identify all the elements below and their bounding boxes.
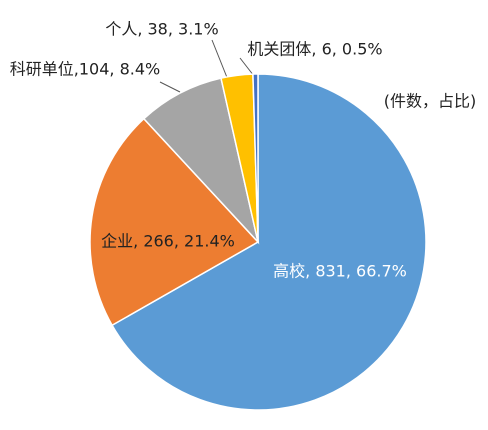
data-label: 科研单位,104, 8.4% bbox=[10, 60, 160, 79]
data-label: 机关团体, 6, 0.5% bbox=[247, 40, 382, 59]
pie-slice bbox=[89, 117, 260, 327]
pie-slice bbox=[111, 73, 427, 411]
leader-line bbox=[159, 81, 181, 93]
pie-slice bbox=[142, 77, 260, 245]
leader-line bbox=[239, 57, 255, 77]
leader-line bbox=[211, 39, 229, 81]
data-label: 高校, 831, 66.7% bbox=[273, 262, 407, 281]
chart-subtitle: (件数，占比) bbox=[384, 92, 477, 111]
pie-slice bbox=[252, 73, 259, 243]
data-label: 企业, 266, 21.4% bbox=[101, 232, 235, 251]
data-label: 个人, 38, 3.1% bbox=[105, 20, 218, 39]
